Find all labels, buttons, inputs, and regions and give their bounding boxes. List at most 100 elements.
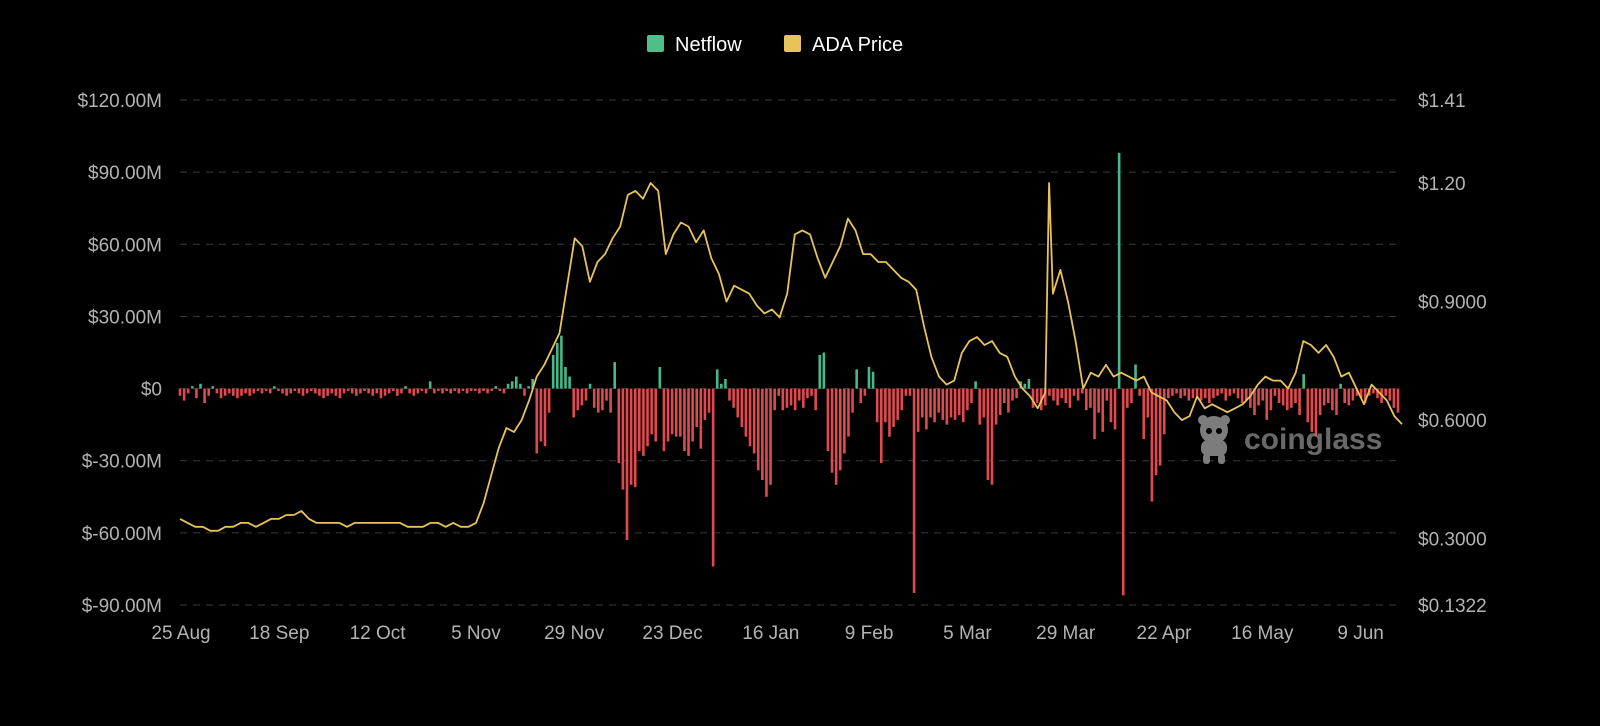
netflow-bar: [1298, 388, 1301, 416]
netflow-bar: [929, 388, 932, 418]
netflow-bar: [297, 388, 301, 394]
netflow-bar: [203, 388, 206, 403]
netflow-bar: [617, 388, 621, 464]
netflow-bar: [937, 388, 940, 413]
netflow-bar: [227, 388, 231, 394]
netflow-bar: [732, 388, 735, 408]
netflow-bar: [986, 388, 990, 480]
netflow-bar: [687, 388, 690, 456]
netflow-bar: [371, 388, 375, 396]
netflow-bar: [703, 388, 707, 420]
netflow-bar: [182, 388, 186, 401]
netflow-bar: [638, 388, 641, 452]
netflow-bar: [843, 388, 846, 454]
netflow-bar: [765, 388, 768, 497]
netflow-bar: [912, 388, 916, 593]
netflow-bar: [1072, 388, 1076, 396]
netflow-bar: [1220, 388, 1223, 394]
netflow-bar: [1355, 388, 1359, 396]
netflow-bar: [621, 388, 625, 490]
netflow-bar: [412, 388, 416, 396]
netflow-bar: [1171, 388, 1174, 396]
netflow-bar: [564, 366, 567, 389]
x-tick-label: 5 Mar: [943, 623, 992, 644]
netflow-bar: [707, 388, 711, 413]
netflow-bar: [252, 388, 256, 394]
right-tick-label: $1.41: [1418, 91, 1466, 112]
netflow-bar: [416, 388, 420, 394]
netflow-bar: [387, 388, 391, 394]
netflow-bar: [285, 388, 288, 396]
netflow-bar: [1388, 388, 1392, 401]
netflow-bar: [629, 388, 633, 485]
netflow-bar: [588, 383, 592, 389]
ada-price-line: [179, 182, 1403, 532]
netflow-bar: [1056, 388, 1059, 406]
netflow-bar: [818, 354, 822, 389]
netflow-bar: [916, 388, 920, 432]
netflow-bar: [1187, 388, 1191, 401]
netflow-bar: [781, 388, 785, 411]
netflow-bar: [1277, 388, 1281, 403]
netflow-bar: [1253, 388, 1256, 416]
netflow-bar: [326, 388, 329, 396]
x-tick-label: 29 Mar: [1036, 623, 1096, 644]
x-tick-label: 18 Sep: [249, 623, 309, 644]
netflow-bar: [1076, 388, 1080, 401]
netflow-bar: [350, 388, 354, 394]
netflow-bar: [875, 388, 879, 423]
netflow-bar: [408, 388, 411, 394]
netflow-bar: [391, 388, 395, 391]
netflow-bar: [851, 388, 854, 413]
x-tick-label: 23 Dec: [642, 623, 702, 644]
netflow-bar: [695, 388, 699, 428]
netflow-bar: [1109, 388, 1113, 423]
x-tick-label: 29 Nov: [544, 623, 605, 644]
netflow-bar: [281, 388, 284, 394]
netflow-bar: [933, 388, 936, 423]
netflow-bar: [1236, 388, 1240, 399]
netflow-bar: [527, 386, 530, 389]
netflow-bar: [1335, 388, 1338, 416]
netflow-bar: [847, 388, 850, 437]
netflow-bar: [1158, 388, 1162, 466]
netflow-bar: [683, 388, 686, 452]
netflow-bar: [1003, 388, 1006, 403]
netflow-bar: [543, 388, 547, 447]
netflow-bar: [699, 388, 703, 449]
netflow-bar: [1257, 388, 1260, 406]
netflow-bar: [449, 388, 452, 394]
netflow-bar: [900, 388, 904, 411]
netflow-bar: [592, 388, 596, 408]
netflow-bar: [761, 388, 764, 480]
netflow-bar: [551, 354, 555, 389]
netflow-bar: [1290, 388, 1293, 408]
left-tick-label: $-90.00M: [82, 596, 162, 617]
netflow-bar: [572, 388, 575, 418]
netflow-bar: [1372, 388, 1375, 394]
netflow-bar: [514, 376, 518, 389]
netflow-bar: [1142, 388, 1146, 440]
left-tick-label: $120.00M: [77, 91, 162, 112]
netflow-bar: [1044, 388, 1047, 406]
x-tick-label: 9 Jun: [1337, 623, 1383, 644]
netflow-bar: [289, 388, 293, 394]
netflow-bar: [482, 388, 485, 391]
netflow-bar: [1068, 388, 1072, 408]
netflow-bar: [1212, 388, 1215, 399]
netflow-bar: [531, 378, 534, 389]
netflow-bar: [560, 335, 563, 389]
netflow-bar: [1146, 388, 1150, 418]
netflow-bar: [1232, 388, 1236, 394]
netflow-bar: [195, 388, 198, 399]
x-tick-label: 5 Nov: [451, 623, 501, 644]
netflow-bar: [797, 388, 801, 401]
netflow-bar: [785, 388, 789, 408]
netflow-bar: [1384, 388, 1387, 396]
netflow-bar: [219, 388, 223, 399]
netflow-bar: [555, 342, 559, 389]
netflow-bar: [978, 388, 981, 425]
netflow-bar: [691, 388, 694, 442]
netflow-bar: [519, 383, 522, 389]
